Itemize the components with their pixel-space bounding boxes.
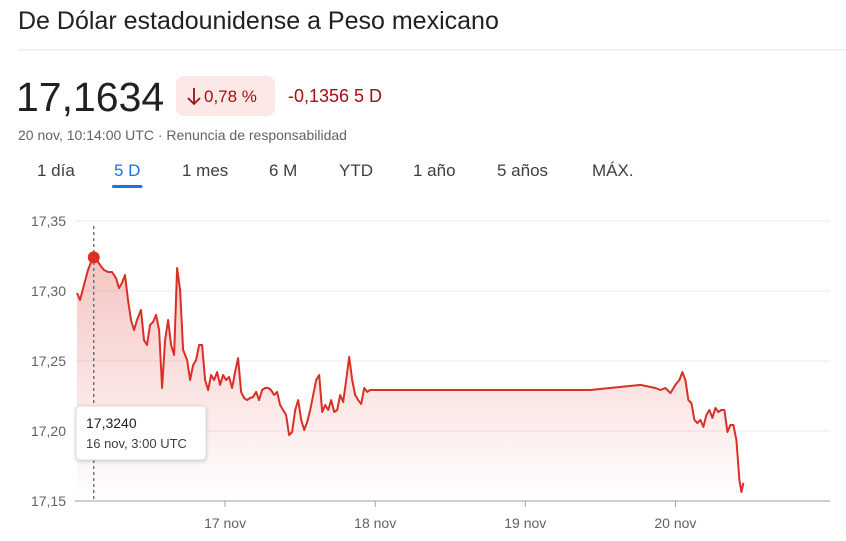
- x-tick-label: 18 nov: [354, 515, 396, 531]
- tooltip-value: 17,3240: [86, 415, 137, 431]
- change-value: -0,1356 5 D: [288, 86, 382, 106]
- price: 17,1634: [16, 74, 164, 120]
- change-percent: 0,78 %: [204, 87, 257, 106]
- area: [77, 257, 744, 501]
- y-tick-label: 17,35: [31, 213, 66, 229]
- tooltip: [75, 405, 207, 461]
- range-tabs: 1 día 5 D 1 mes 6 M YTD 1 año 5 años MÁX.: [37, 161, 634, 188]
- highlight-point: [87, 251, 100, 264]
- y-tick-label: 17,25: [31, 353, 66, 369]
- tab[interactable]: 1 día: [37, 161, 75, 180]
- change-badge: [176, 76, 275, 116]
- x-tick-label: 20 nov: [654, 515, 696, 531]
- y-tick-label: 17,20: [31, 423, 66, 439]
- tab-indicator: [112, 185, 143, 188]
- price-line: [76, 256, 745, 493]
- tab[interactable]: 1 mes: [182, 161, 228, 180]
- tab[interactable]: YTD: [339, 161, 373, 180]
- y-tick-label: 17,15: [31, 493, 66, 509]
- tooltip-time: 16 nov, 3:00 UTC: [86, 436, 187, 451]
- subtitle: 20 nov, 10:14:00 UTC · Renuncia de respo…: [18, 127, 347, 143]
- y-tick-label: 17,30: [31, 283, 66, 299]
- tab[interactable]: MÁX.: [592, 161, 634, 180]
- tab[interactable]: 6 M: [269, 161, 297, 180]
- tab[interactable]: 5 D: [114, 161, 140, 180]
- down-arrow: [187, 88, 201, 106]
- title: De Dólar estadounidense a Peso mexicano: [18, 7, 499, 35]
- tab[interactable]: 5 años: [497, 161, 548, 180]
- tab[interactable]: 1 año: [413, 161, 456, 180]
- x-tick-label: 19 nov: [504, 515, 546, 531]
- x-tick-label: 17 nov: [204, 515, 246, 531]
- plot: 17,15 17,20 17,25 17,30 17,35 17 nov 18 nov 19 …: [31, 213, 830, 531]
